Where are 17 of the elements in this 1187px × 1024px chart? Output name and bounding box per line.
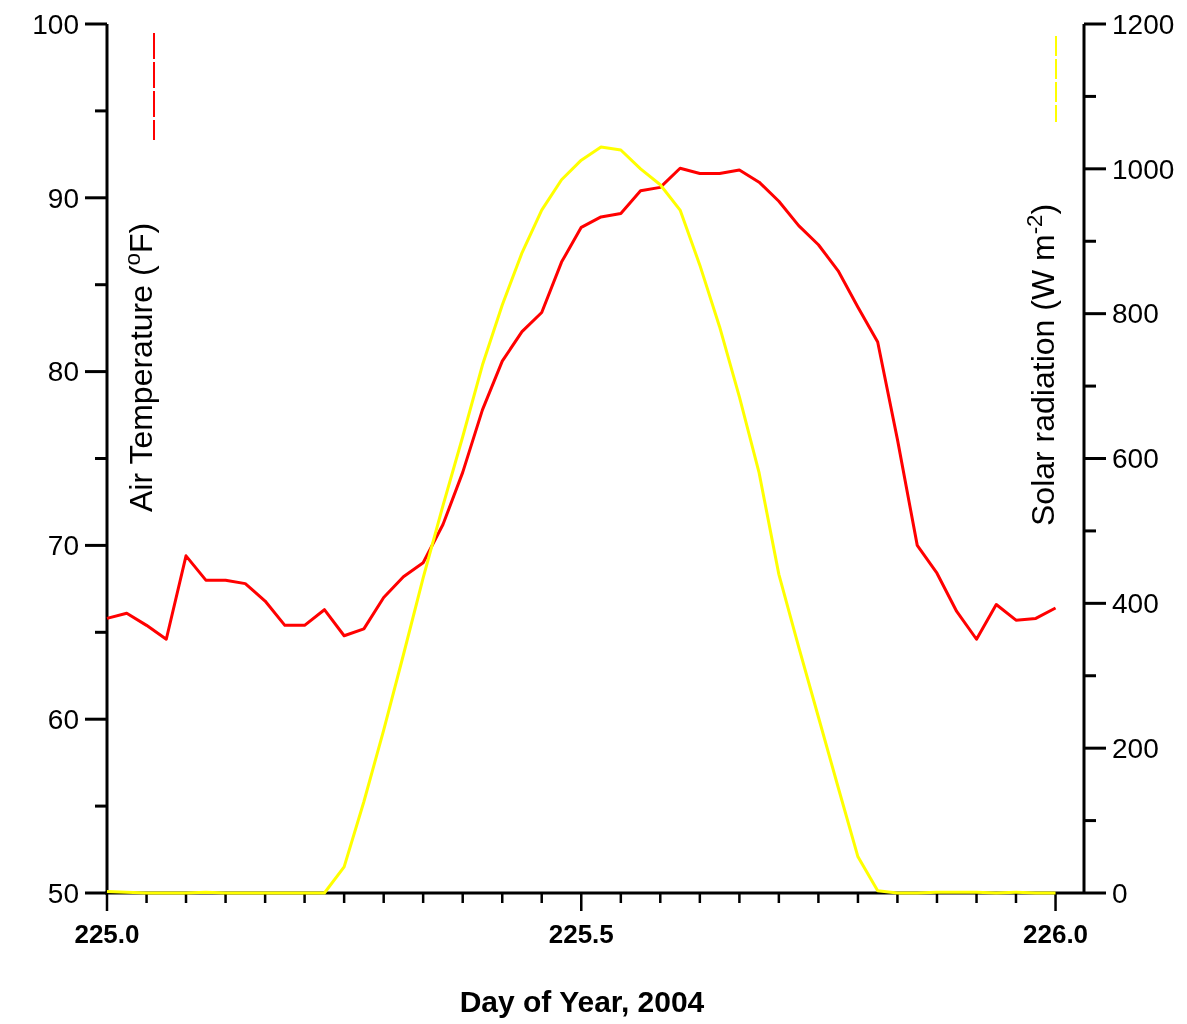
y-tick-label: 100 — [32, 8, 79, 40]
y2-tick-label: 1000 — [1112, 153, 1175, 185]
y-tick-label: 60 — [47, 704, 79, 735]
x-tick-label: 225.0 — [74, 919, 140, 949]
y2-tick-label: 200 — [1112, 732, 1159, 764]
x-axis-title: Day of Year, 2004 — [459, 985, 705, 1018]
y2-tick-label: 0 — [1112, 877, 1128, 909]
y2-tick-label: 1200 — [1112, 8, 1175, 40]
y-tick-label: 50 — [47, 877, 79, 909]
y-tick-label: 80 — [47, 356, 79, 388]
x-tick-label: 225.5 — [548, 919, 614, 949]
y2-tick-label: 400 — [1112, 588, 1159, 620]
y-tick-label: 90 — [47, 182, 79, 214]
x-tick-label: 226.0 — [1023, 919, 1089, 949]
y2-tick-label: 600 — [1112, 443, 1159, 475]
y2-tick-label: 800 — [1112, 298, 1159, 330]
y-tick-label: 70 — [47, 530, 79, 562]
